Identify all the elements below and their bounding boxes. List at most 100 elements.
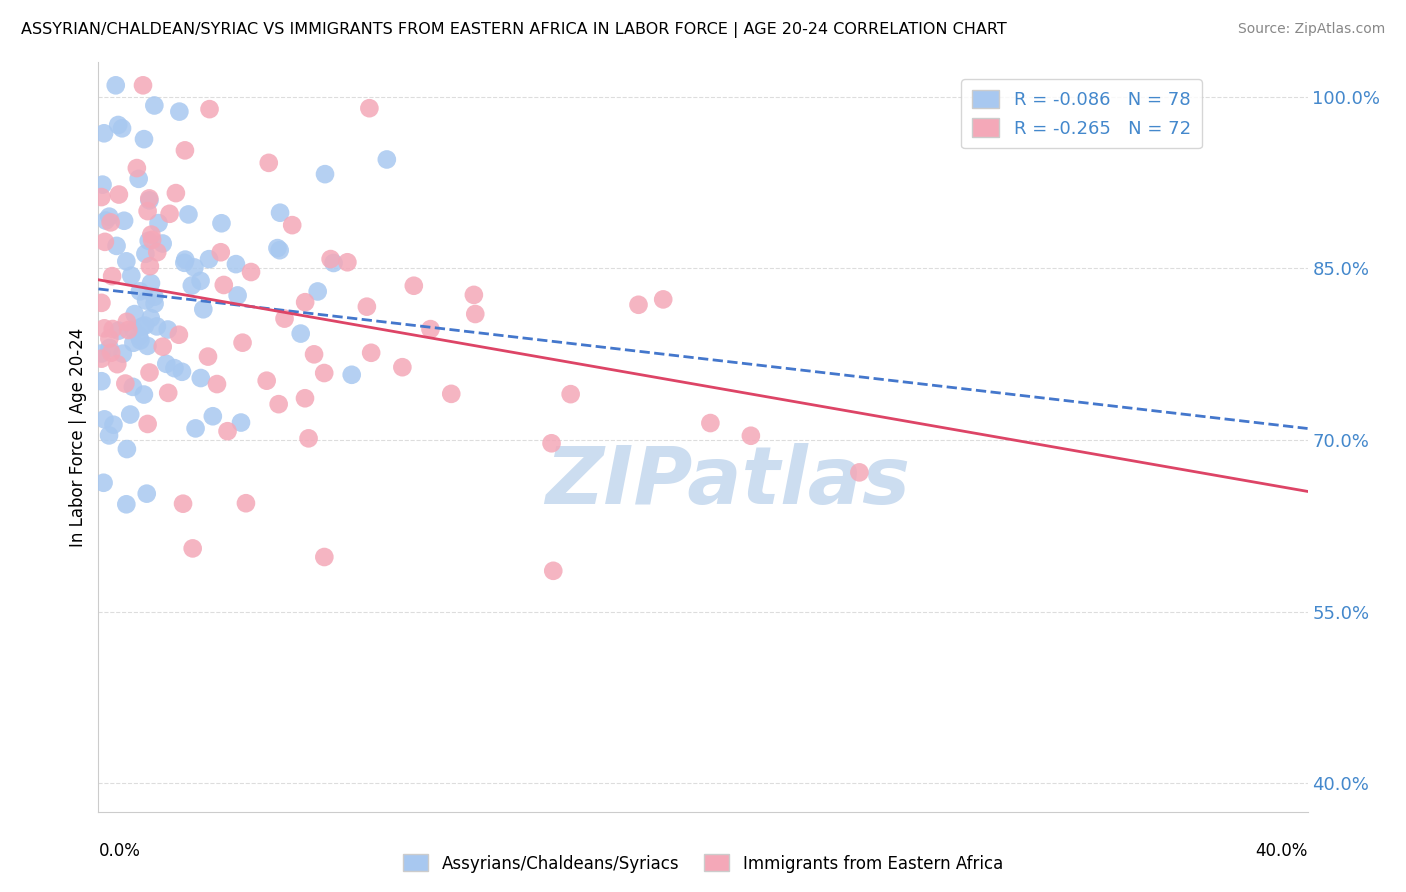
Point — [139, 276, 162, 290]
Point — [135, 293, 157, 308]
Point — [322, 256, 344, 270]
Point — [232, 335, 254, 350]
Point — [107, 118, 129, 132]
Point — [340, 368, 363, 382]
Point — [98, 210, 121, 224]
Point — [128, 285, 150, 299]
Point — [217, 424, 239, 438]
Point — [94, 235, 117, 249]
Point — [152, 340, 174, 354]
Point — [90, 374, 112, 388]
Point — [740, 429, 762, 443]
Point — [101, 269, 124, 284]
Point — [463, 288, 485, 302]
Point — [314, 549, 336, 564]
Point — [174, 252, 197, 267]
Point — [105, 357, 128, 371]
Point — [273, 311, 295, 326]
Point — [163, 361, 186, 376]
Point — [183, 260, 205, 275]
Point — [699, 416, 721, 430]
Point — [205, 377, 228, 392]
Point — [391, 360, 413, 375]
Point — [235, 496, 257, 510]
Point — [134, 247, 156, 261]
Point — [132, 387, 155, 401]
Point — [375, 153, 398, 167]
Point — [103, 417, 125, 432]
Point — [104, 78, 127, 93]
Point — [132, 78, 155, 93]
Point — [129, 334, 152, 348]
Point — [128, 171, 150, 186]
Point — [125, 161, 148, 175]
Point — [120, 408, 142, 422]
Point — [627, 298, 650, 312]
Point — [156, 322, 179, 336]
Legend: Assyrians/Chaldeans/Syriacs, Immigrants from Eastern Africa: Assyrians/Chaldeans/Syriacs, Immigrants … — [396, 847, 1010, 880]
Point — [290, 326, 312, 341]
Point — [138, 194, 160, 208]
Point — [402, 278, 425, 293]
Point — [114, 376, 136, 391]
Point — [198, 252, 221, 267]
Point — [146, 245, 169, 260]
Point — [117, 323, 139, 337]
Point — [543, 564, 565, 578]
Point — [90, 346, 112, 360]
Point — [115, 497, 138, 511]
Point — [93, 126, 115, 140]
Point — [93, 412, 115, 426]
Point — [165, 186, 187, 200]
Point — [294, 295, 316, 310]
Point — [266, 241, 288, 255]
Y-axis label: In Labor Force | Age 20-24: In Labor Force | Age 20-24 — [69, 327, 87, 547]
Point — [464, 307, 486, 321]
Point — [297, 431, 319, 445]
Point — [115, 315, 138, 329]
Point — [108, 187, 131, 202]
Point — [197, 350, 219, 364]
Point — [226, 288, 249, 302]
Point — [319, 252, 342, 266]
Point — [294, 391, 316, 405]
Point — [314, 366, 336, 380]
Point — [211, 216, 233, 230]
Point — [229, 416, 252, 430]
Point — [209, 245, 232, 260]
Point — [115, 442, 138, 456]
Point — [141, 233, 163, 247]
Point — [138, 234, 160, 248]
Text: ASSYRIAN/CHALDEAN/SYRIAC VS IMMIGRANTS FROM EASTERN AFRICA IN LABOR FORCE | AGE : ASSYRIAN/CHALDEAN/SYRIAC VS IMMIGRANTS F… — [21, 22, 1007, 38]
Point — [302, 347, 325, 361]
Point — [98, 341, 121, 355]
Point — [174, 144, 197, 158]
Point — [90, 190, 112, 204]
Point — [111, 121, 134, 136]
Point — [190, 371, 212, 385]
Point — [181, 541, 204, 556]
Text: ZIPatlas: ZIPatlas — [544, 443, 910, 521]
Point — [281, 218, 304, 232]
Point — [124, 307, 146, 321]
Point — [225, 257, 247, 271]
Point — [98, 332, 121, 346]
Point — [105, 239, 128, 253]
Point — [132, 132, 155, 146]
Point — [131, 319, 153, 334]
Point — [314, 167, 336, 181]
Point — [128, 329, 150, 343]
Text: 0.0%: 0.0% — [98, 842, 141, 860]
Point — [121, 380, 143, 394]
Point — [360, 345, 382, 359]
Point — [440, 387, 463, 401]
Point — [143, 98, 166, 112]
Point — [169, 104, 191, 119]
Point — [177, 207, 200, 221]
Point — [98, 428, 121, 442]
Point — [139, 259, 162, 273]
Point — [167, 327, 190, 342]
Point — [267, 397, 290, 411]
Point — [90, 351, 112, 366]
Point — [180, 278, 202, 293]
